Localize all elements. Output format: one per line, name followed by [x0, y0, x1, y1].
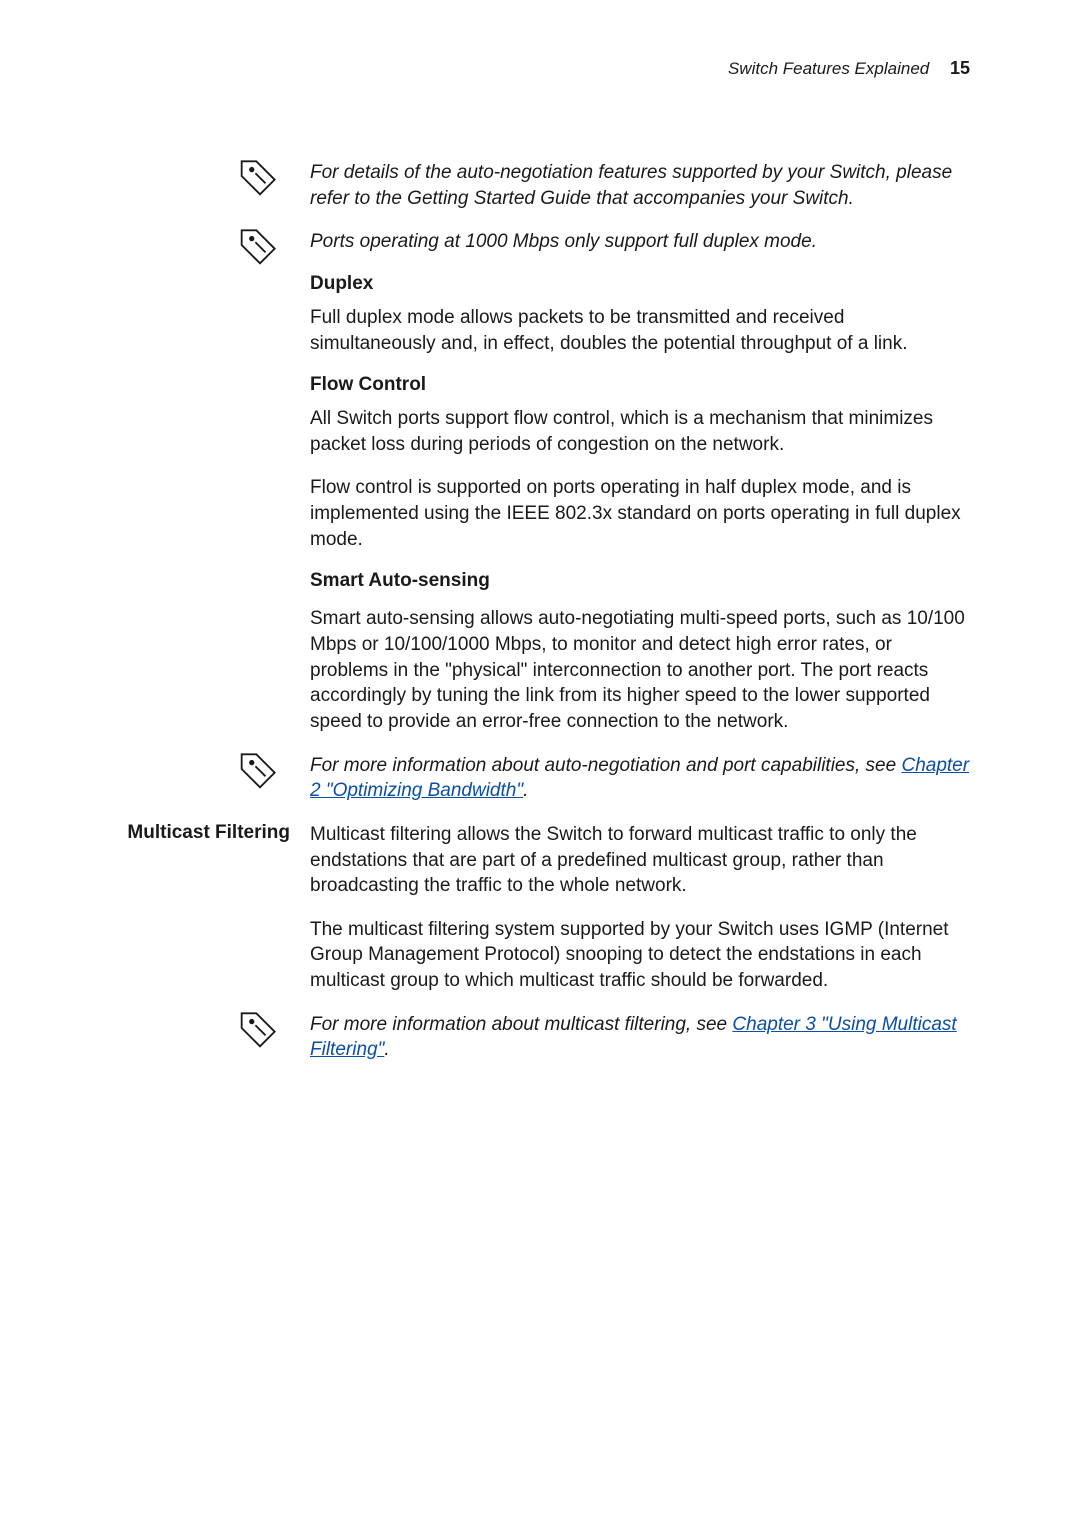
- note-row-4: For more information about multicast fil…: [310, 1012, 970, 1063]
- paragraph: Full duplex mode allows packets to be tr…: [310, 305, 970, 356]
- paragraph: All Switch ports support flow control, w…: [310, 406, 970, 457]
- multicast-section: Multicast filtering allows the Switch to…: [310, 822, 970, 994]
- note-text: For details of the auto-negotiation feat…: [310, 160, 970, 211]
- note-text: For more information about auto-negotiat…: [310, 753, 970, 804]
- note-text: Ports operating at 1000 Mbps only suppor…: [310, 229, 970, 255]
- info-icon: [238, 1006, 282, 1050]
- heading-flow-control: Flow Control: [310, 374, 970, 396]
- note-suffix: .: [523, 780, 528, 801]
- page: Switch Features Explained 15 For details…: [0, 0, 1080, 1528]
- note-row-1: For details of the auto-negotiation feat…: [310, 160, 970, 211]
- note-row-3: For more information about auto-negotiat…: [310, 753, 970, 804]
- heading-duplex: Duplex: [310, 273, 970, 295]
- note-suffix: .: [384, 1039, 389, 1060]
- note-prefix: For more information about auto-negotiat…: [310, 755, 901, 776]
- margin-label-multicast-filtering: Multicast Filtering: [110, 822, 290, 844]
- main-content: For details of the auto-negotiation feat…: [310, 160, 970, 1081]
- note-text: For more information about multicast fil…: [310, 1012, 970, 1063]
- paragraph: Multicast filtering allows the Switch to…: [310, 822, 970, 899]
- note-row-2: Ports operating at 1000 Mbps only suppor…: [310, 229, 970, 255]
- running-header: Switch Features Explained 15: [728, 58, 970, 79]
- note-prefix: For more information about multicast fil…: [310, 1014, 732, 1035]
- paragraph: The multicast filtering system supported…: [310, 917, 970, 994]
- section-title: Switch Features Explained: [728, 59, 929, 78]
- page-number: 15: [950, 58, 970, 78]
- info-icon: [238, 223, 282, 267]
- info-icon: [238, 747, 282, 791]
- paragraph: Flow control is supported on ports opera…: [310, 475, 970, 552]
- info-icon: [238, 154, 282, 198]
- paragraph: Smart auto-sensing allows auto-negotiati…: [310, 606, 970, 734]
- heading-smart-auto-sensing: Smart Auto-sensing: [310, 570, 970, 592]
